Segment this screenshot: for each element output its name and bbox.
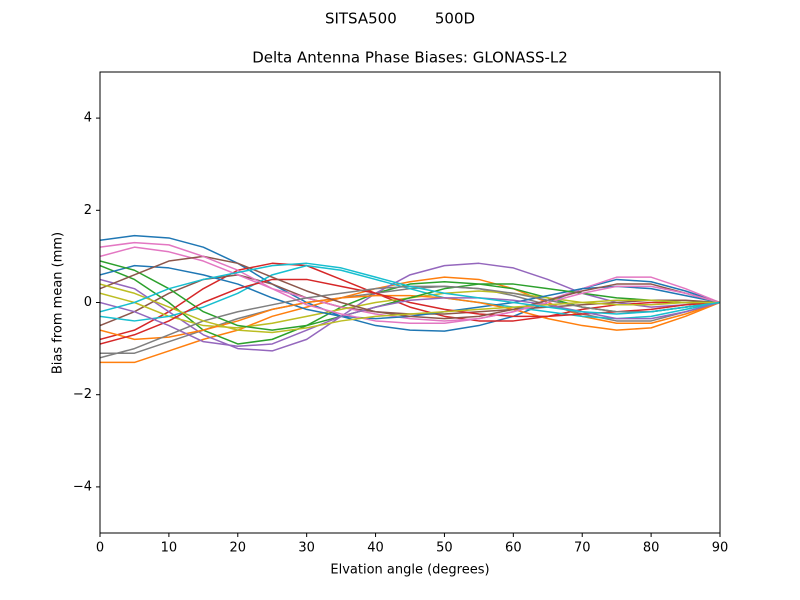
y-axis-label: Bias from mean (mm): [51, 232, 66, 374]
x-tick-label: 80: [643, 541, 660, 556]
data-line: [100, 262, 720, 315]
y-tick-label: 2: [84, 203, 92, 218]
chart-title: Delta Antenna Phase Biases: GLONASS-L2: [252, 49, 568, 67]
y-tick-label: −4: [73, 479, 92, 494]
data-line: [100, 246, 720, 322]
data-line: [100, 297, 720, 348]
y-tick-label: −2: [73, 387, 92, 402]
x-tick-label: 70: [574, 541, 591, 556]
data-line: [100, 283, 720, 334]
x-tick-label: 30: [298, 541, 315, 556]
x-tick-label: 60: [505, 541, 522, 556]
data-line: [100, 276, 720, 364]
x-tick-label: 50: [436, 541, 453, 556]
x-tick-label: 10: [161, 541, 178, 556]
y-tick-label: 4: [84, 111, 92, 126]
suptitle: SITSA500 500D: [325, 10, 475, 28]
data-line: [100, 234, 720, 332]
x-axis-label: Elvation angle (degrees): [330, 563, 489, 578]
x-tick-label: 20: [230, 541, 247, 556]
x-tick-label: 90: [712, 541, 729, 556]
data-line: [100, 294, 720, 341]
x-tick-label: 0: [96, 541, 104, 556]
data-line: [100, 260, 720, 331]
y-tick-label: 0: [84, 295, 92, 310]
x-tick-label: 40: [367, 541, 384, 556]
data-line: [100, 241, 720, 324]
